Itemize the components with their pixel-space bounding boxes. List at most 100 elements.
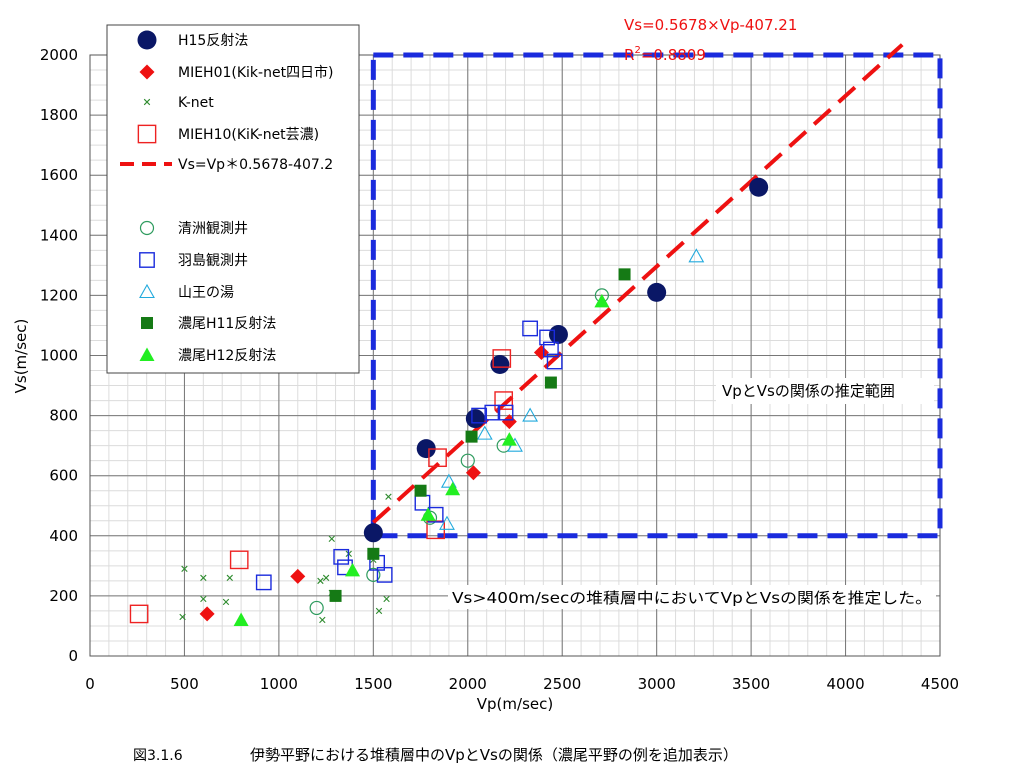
data-point [366, 567, 381, 582]
y-tick-label: 800 [49, 407, 78, 425]
data-point [226, 574, 233, 582]
estimation-range-box [370, 52, 943, 539]
estimation-range-rect [370, 52, 943, 539]
data-point [465, 465, 481, 481]
x-tick-label: 2500 [543, 675, 581, 693]
x-tick-label: 1500 [354, 675, 392, 693]
data-point [317, 577, 324, 585]
legend-label: MIEH01(Kik-net四日市) [178, 64, 334, 81]
data-point [200, 595, 207, 603]
x-axis-label: Vp(m/sec) [477, 695, 553, 713]
data-point [319, 616, 326, 624]
data-point [490, 355, 510, 375]
data-point [439, 515, 455, 530]
x-tick-label: 500 [170, 675, 199, 693]
data-point [749, 177, 769, 197]
data-point [329, 589, 342, 602]
data-point [181, 565, 188, 573]
legend-box [106, 24, 360, 374]
series-6 [439, 248, 705, 530]
legend-marker [137, 30, 157, 50]
data-point [367, 547, 380, 560]
data-point [594, 293, 610, 308]
data-point [375, 607, 383, 615]
data-point [501, 432, 517, 446]
data-point [522, 320, 539, 337]
data-point [233, 612, 249, 626]
y-tick-label: 2000 [40, 46, 78, 64]
legend-marker [137, 124, 157, 144]
figure-number: 図3.1.6 [133, 748, 183, 764]
data-point [492, 349, 512, 368]
regression-line [371, 43, 904, 524]
data-point [544, 376, 557, 389]
data-point [546, 353, 563, 370]
y-tick-label: 1600 [40, 166, 78, 184]
legend-marker [141, 317, 153, 329]
figure-caption: 伊勢平野における堆積層中のVpとVsの関係（濃尾平野の例を追加表示） [250, 746, 738, 764]
data-point [618, 268, 631, 281]
data-point [363, 523, 383, 543]
y-tick-label: 1800 [40, 106, 78, 124]
plot-frame [89, 54, 941, 657]
data-point [497, 404, 514, 421]
y-tick-label: 600 [49, 467, 78, 485]
legend-label: 羽島観測井 [178, 252, 248, 269]
y-tick-label: 400 [49, 527, 78, 545]
regression-r2: R2=0.8809 [624, 45, 706, 64]
y-tick-label: 1000 [40, 347, 78, 365]
regression-segment [371, 43, 904, 524]
data-point [445, 481, 461, 496]
x-tick-label: 1000 [260, 675, 298, 693]
x-tick-label: 3000 [638, 675, 676, 693]
data-point [255, 574, 272, 591]
x-tick-label: 2000 [449, 675, 487, 693]
legend-label: H15反射法 [178, 33, 248, 49]
x-tick-label: 3500 [732, 675, 770, 693]
series-8 [233, 293, 610, 626]
y-tick-label: 1400 [40, 226, 78, 244]
x-tick-label: 4000 [826, 675, 864, 693]
series-5 [255, 320, 563, 591]
data-point [420, 507, 436, 521]
data-point [129, 604, 149, 624]
legend-label: K-net [178, 95, 214, 111]
data-point [385, 493, 392, 500]
data-point [460, 453, 475, 468]
data-point [496, 438, 511, 453]
data-point [376, 566, 393, 583]
legend-marker [143, 98, 151, 106]
legend-marker [139, 252, 155, 268]
y-axis-label: Vs(m/sec) [12, 319, 30, 394]
data-point [428, 448, 447, 468]
data-point [416, 439, 436, 459]
x-tick-labels: 0 500 1000 1500 2000 2500 3000 3500 4000 4500 [85, 675, 959, 693]
legend-label: 山王の湯 [178, 284, 234, 301]
data-point [414, 484, 427, 497]
data-point [522, 407, 539, 422]
legend-marker [139, 283, 155, 299]
legend-label: MIEH10(KiK-net芸濃) [178, 127, 319, 143]
series-7 [329, 268, 631, 602]
data-point [309, 600, 324, 616]
legend-marker [139, 220, 155, 236]
series-0 [363, 177, 769, 543]
data-point [179, 613, 186, 621]
data-point [328, 535, 335, 542]
data-point [322, 574, 330, 582]
y-tick-labels: 0 200 400 600 800 1000 1200 1400 1600 1800 2000 [40, 46, 78, 665]
data-point [229, 550, 249, 570]
data-point [383, 595, 390, 603]
data-point [539, 329, 556, 346]
annotation-bg [448, 585, 936, 609]
data-points [129, 177, 769, 626]
data-point [494, 391, 514, 410]
data-point [688, 248, 705, 263]
legend-label: 濃尾H11反射法 [178, 316, 276, 332]
data-point [440, 473, 457, 488]
data-point [465, 430, 478, 443]
legend-label: 濃尾H12反射法 [178, 348, 276, 364]
regression-equation: Vs=0.5678×Vp-407.21 [624, 16, 797, 34]
y-tick-label: 1200 [40, 286, 78, 304]
